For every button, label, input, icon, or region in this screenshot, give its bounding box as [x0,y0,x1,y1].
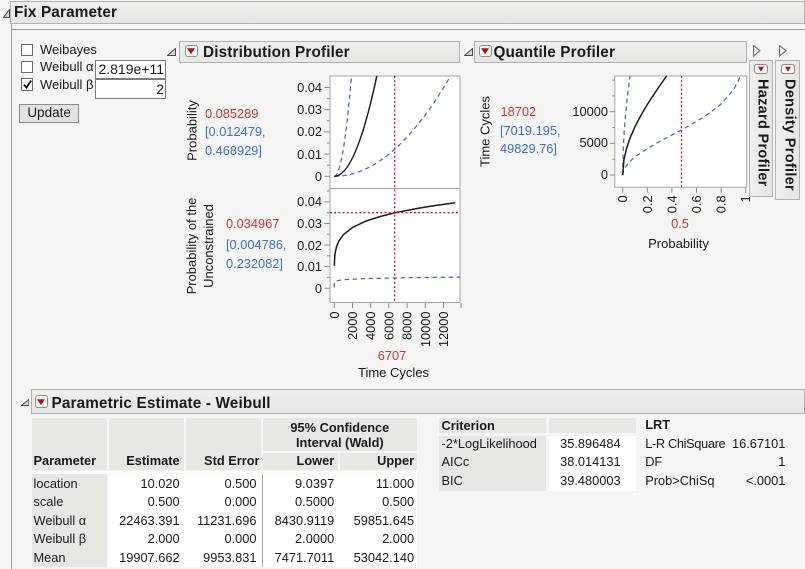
svg-text:6000: 6000 [381,312,396,340]
svg-text:0.4: 0.4 [664,195,679,213]
svg-text:0: 0 [327,312,342,319]
svg-text:0: 0 [615,195,630,202]
svg-text:0.2: 0.2 [640,195,655,213]
svg-text:4000: 4000 [363,312,378,340]
svg-text:2000: 2000 [345,312,360,340]
svg-text:12000: 12000 [436,312,451,348]
svg-text:0.6: 0.6 [689,195,704,213]
svg-text:8000: 8000 [400,312,415,340]
svg-text:1: 1 [738,195,753,202]
svg-text:10000: 10000 [418,312,433,348]
svg-text:0.8: 0.8 [714,195,729,213]
